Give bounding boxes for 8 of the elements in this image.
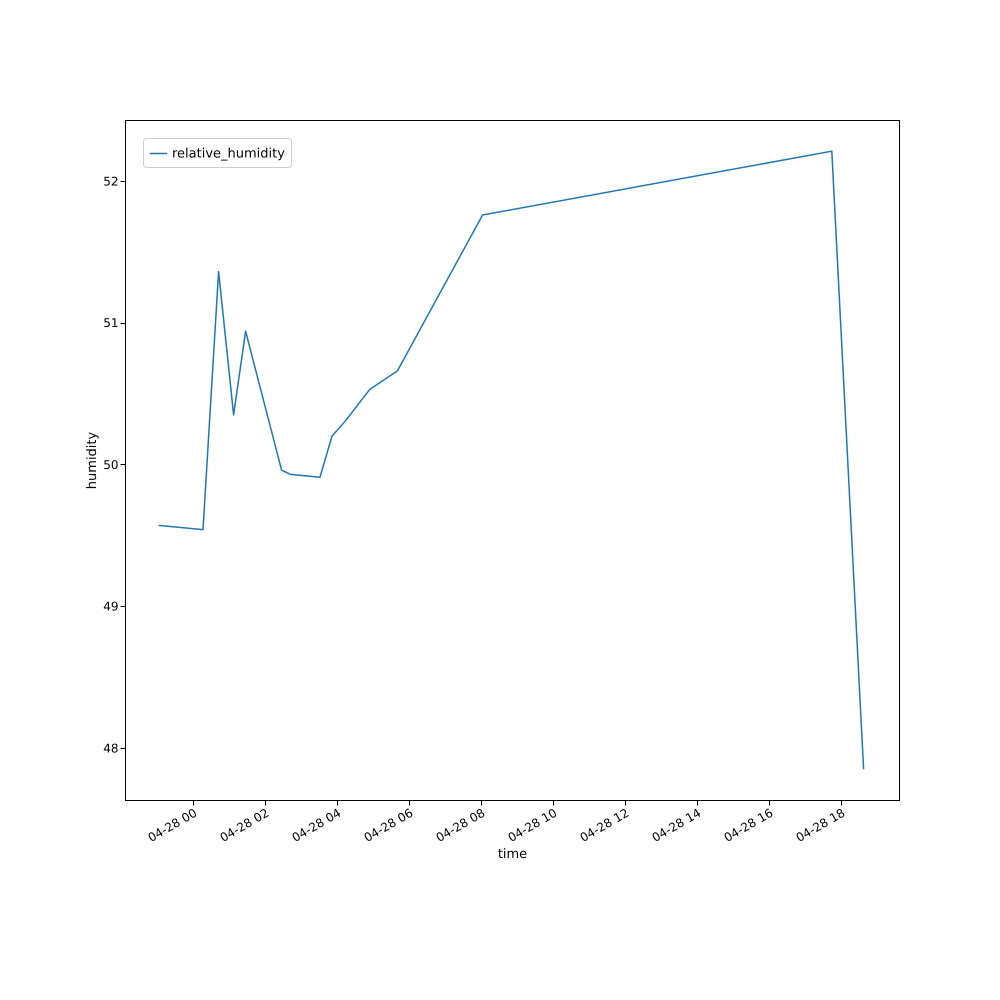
y-axis-title: humidity (85, 431, 100, 490)
y-tick-label: 49 (103, 600, 118, 614)
y-tick-label: 52 (103, 174, 118, 188)
y-tick-label: 48 (103, 741, 118, 756)
y-tick-label: 51 (103, 316, 118, 330)
x-axis-title: time (498, 847, 528, 862)
y-tick-label: 50 (103, 458, 118, 472)
legend-label: relative_humidity (172, 146, 286, 162)
